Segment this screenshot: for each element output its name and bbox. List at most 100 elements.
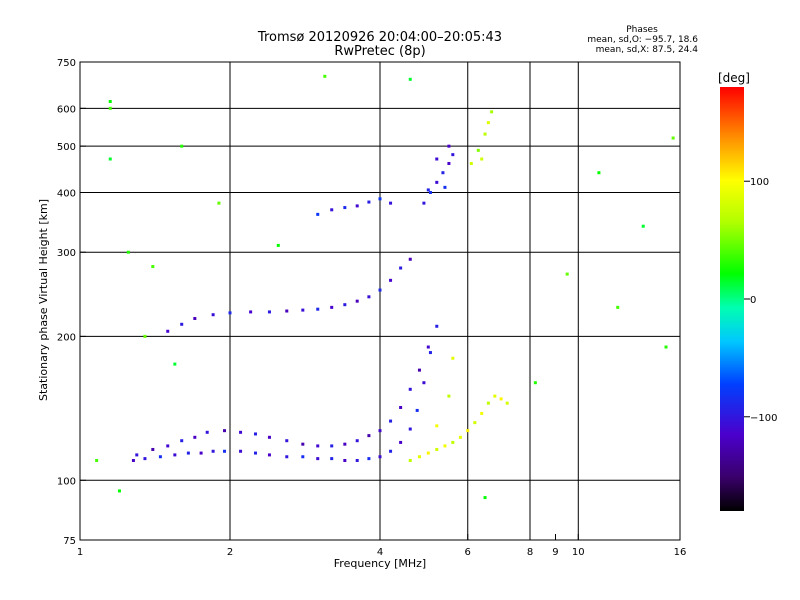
data-point <box>211 313 215 317</box>
data-point <box>301 308 305 312</box>
data-point <box>343 442 347 446</box>
data-point <box>158 455 162 459</box>
x-tick-label: 9 <box>552 547 558 558</box>
data-point <box>389 278 393 282</box>
colorbar-label: [deg] <box>718 71 750 85</box>
y-tick-label: 300 <box>57 248 76 259</box>
data-point <box>267 435 271 439</box>
data-point <box>151 447 155 451</box>
data-point <box>389 419 393 423</box>
data-point <box>378 455 382 459</box>
data-point <box>408 427 412 431</box>
data-point <box>108 106 112 110</box>
data-point <box>399 440 403 444</box>
data-point <box>205 430 209 434</box>
data-point <box>151 265 155 269</box>
data-point <box>217 201 221 205</box>
chart-subtitle: RwPretec (8p) <box>334 44 425 59</box>
x-tick-label: 2 <box>227 547 233 558</box>
data-point <box>469 161 473 165</box>
x-axis-ticks: 1 2 4 6 8 9 10 16 <box>77 534 686 558</box>
data-point <box>285 439 289 443</box>
data-point <box>447 394 451 398</box>
data-point <box>483 496 487 500</box>
data-point <box>476 148 480 152</box>
stats-heading: Phases <box>626 25 658 35</box>
data-point <box>367 457 371 461</box>
y-tick-label: 400 <box>57 188 76 199</box>
data-point <box>173 453 177 457</box>
data-point <box>330 305 334 309</box>
colorbar-tick-label: 0 <box>750 295 756 306</box>
data-point <box>435 324 439 328</box>
y-tick-label: 750 <box>57 58 76 69</box>
data-point <box>458 435 462 439</box>
data-point <box>276 243 280 247</box>
data-point <box>143 457 147 461</box>
y-tick-label: 200 <box>57 332 76 343</box>
data-point <box>664 345 668 349</box>
data-point <box>186 451 190 455</box>
data-point <box>422 201 426 205</box>
data-point <box>389 201 393 205</box>
data-point <box>399 266 403 270</box>
data-point <box>428 351 432 355</box>
data-point <box>316 457 320 461</box>
data-point <box>428 190 432 194</box>
data-point <box>166 329 170 333</box>
y-tick-label: 600 <box>57 104 76 115</box>
colorbar-tick-label: −100 <box>750 413 777 424</box>
data-point <box>367 295 371 299</box>
data-point <box>435 180 439 184</box>
data-point <box>343 303 347 307</box>
data-point <box>166 444 170 448</box>
data-point <box>199 451 203 455</box>
data-point <box>267 310 271 314</box>
data-point <box>408 257 412 261</box>
data-point <box>417 455 421 459</box>
data-point <box>143 334 147 338</box>
data-point <box>253 451 257 455</box>
y-axis-label: Stationary phase Virtual Height [km] <box>37 199 50 401</box>
stats-line-x: mean, sd,X: 87.5, 24.4 <box>596 45 699 55</box>
data-point <box>443 444 447 448</box>
data-point <box>239 449 243 453</box>
data-point <box>426 451 430 455</box>
chart-title: Tromsø 20120926 20:04:00–20:05:43 <box>257 30 502 45</box>
data-points <box>95 74 675 500</box>
data-point <box>193 435 197 439</box>
data-point <box>451 440 455 444</box>
data-point <box>493 394 497 398</box>
data-point <box>316 307 320 311</box>
data-point <box>267 453 271 457</box>
y-tick-label: 500 <box>57 142 76 153</box>
data-point <box>499 397 503 401</box>
data-point <box>597 171 601 175</box>
data-point <box>285 455 289 459</box>
x-tick-label: 10 <box>572 547 585 558</box>
data-point <box>330 457 334 461</box>
y-tick-label: 100 <box>57 476 76 487</box>
data-point <box>330 444 334 448</box>
data-point <box>483 132 487 136</box>
x-axis-label: Frequency [MHz] <box>334 557 426 570</box>
data-point <box>378 288 382 292</box>
data-point <box>378 429 382 433</box>
data-point <box>180 322 184 326</box>
data-point <box>343 458 347 462</box>
data-point <box>108 100 112 104</box>
data-point <box>426 345 430 349</box>
data-point <box>565 272 569 276</box>
data-point <box>490 110 494 114</box>
data-point <box>131 458 135 462</box>
data-point <box>367 200 371 204</box>
data-point <box>180 144 184 148</box>
data-point <box>126 250 130 254</box>
data-point <box>473 421 477 425</box>
data-point <box>480 157 484 161</box>
data-point <box>426 188 430 192</box>
stats-line-o: mean, sd,O: −95.7, 18.6 <box>587 35 698 45</box>
grid-layer <box>80 62 680 540</box>
x-tick-label: 6 <box>465 547 471 558</box>
data-point <box>285 309 289 313</box>
